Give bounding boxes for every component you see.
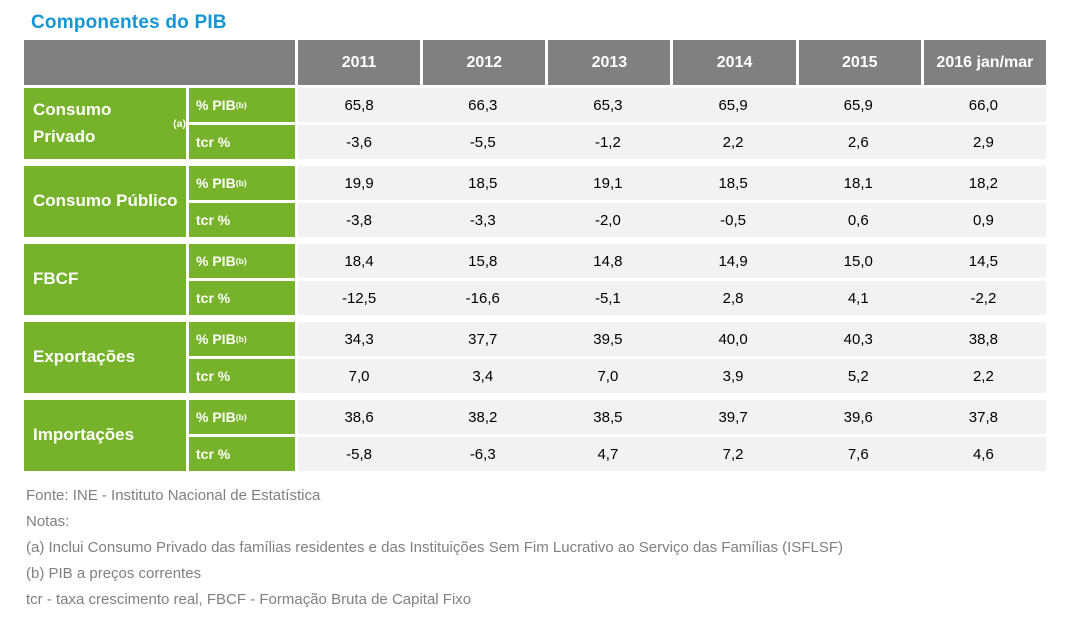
footer-note: (a) Inclui Consumo Privado das famílias …	[26, 539, 843, 556]
metric-label: tcr %	[186, 359, 295, 393]
metric-label: % PIB (b)	[186, 166, 295, 200]
value-cell: 38,6	[295, 400, 421, 434]
year-header: 2011	[295, 40, 421, 85]
value-cell: 18,5	[670, 166, 796, 200]
value-cell: 2,8	[670, 281, 796, 315]
value-cell: 3,4	[420, 359, 546, 393]
value-cell: -6,3	[420, 437, 546, 471]
metric-label: tcr %	[186, 437, 295, 471]
table-row-group: Consumo Público% PIB (b) 19,9 18,5 19,1 18,5 1…	[24, 166, 1046, 237]
table-row-group: Consumo Privado (a)% PIB (b) 65,8 66,3 65,3 65…	[24, 88, 1046, 159]
metric-label: % PIB (b)	[186, 244, 295, 278]
value-cell: 65,9	[670, 88, 796, 122]
group-label: FBCF	[24, 244, 186, 315]
value-cell: 38,2	[420, 400, 546, 434]
value-cell: -2,0	[545, 203, 671, 237]
year-header: 2015	[795, 40, 921, 85]
year-header: 2016 jan/mar	[920, 40, 1046, 85]
value-cell: -12,5	[295, 281, 421, 315]
value-cell: 2,2	[670, 125, 796, 159]
value-cell: 18,1	[795, 166, 921, 200]
value-cell: 40,0	[670, 322, 796, 356]
metric-label: % PIB (b)	[186, 400, 295, 434]
value-cell: 7,2	[670, 437, 796, 471]
value-cell: 65,9	[795, 88, 921, 122]
value-cell: 15,0	[795, 244, 921, 278]
value-cell: 15,8	[420, 244, 546, 278]
value-cell: 7,6	[795, 437, 921, 471]
header-corner-cell	[24, 40, 295, 85]
value-cell: 0,6	[795, 203, 921, 237]
value-cell: -3,3	[420, 203, 546, 237]
value-cell: 2,9	[920, 125, 1046, 159]
group-label: Exportações	[24, 322, 186, 393]
value-cell: 65,3	[545, 88, 671, 122]
value-cell: -16,6	[420, 281, 546, 315]
year-header: 2014	[670, 40, 796, 85]
table-row-group: Importações% PIB (b) 38,6 38,2 38,5 39,7 39,6 3…	[24, 400, 1046, 471]
group-label: Consumo Privado (a)	[24, 88, 186, 159]
value-cell: -1,2	[545, 125, 671, 159]
table-header-row: 2011 2012 2013 2014 2015 2016 jan/mar	[24, 40, 1046, 85]
value-cell: 39,7	[670, 400, 796, 434]
value-cell: -3,6	[295, 125, 421, 159]
value-cell: 66,3	[420, 88, 546, 122]
value-cell: 14,8	[545, 244, 671, 278]
footer-note: tcr - taxa crescimento real, FBCF - Form…	[26, 591, 472, 608]
value-cell: 40,3	[795, 322, 921, 356]
value-cell: 3,9	[670, 359, 796, 393]
pib-components-table: 2011 2012 2013 2014 2015 2016 jan/mar Consumo …	[24, 40, 1046, 471]
metric-label: tcr %	[186, 125, 295, 159]
value-cell: 4,7	[545, 437, 671, 471]
footer-notes: Fonte: INE - Instituto Nacional de Estat…	[26, 483, 1072, 613]
value-cell: 0,9	[920, 203, 1046, 237]
value-cell: 65,8	[295, 88, 421, 122]
value-cell: 37,8	[920, 400, 1046, 434]
value-cell: -5,8	[295, 437, 421, 471]
value-cell: 19,9	[295, 166, 421, 200]
value-cell: 18,4	[295, 244, 421, 278]
value-cell: 37,7	[420, 322, 546, 356]
value-cell: 14,9	[670, 244, 796, 278]
footer-note: Fonte: INE - Instituto Nacional de Estat…	[26, 487, 321, 504]
year-header: 2013	[545, 40, 671, 85]
footer-note: Notas:	[26, 513, 70, 530]
value-cell: 38,8	[920, 322, 1046, 356]
metric-label: % PIB (b)	[186, 88, 295, 122]
table-row-group: FBCF% PIB (b) 18,4 15,8 14,8 14,9 15,0 14,5 tcr …	[24, 244, 1046, 315]
value-cell: 18,5	[420, 166, 546, 200]
group-label: Importações	[24, 400, 186, 471]
value-cell: 14,5	[920, 244, 1046, 278]
metric-label: tcr %	[186, 203, 295, 237]
year-header: 2012	[420, 40, 546, 85]
value-cell: 38,5	[545, 400, 671, 434]
value-cell: 5,2	[795, 359, 921, 393]
value-cell: 7,0	[545, 359, 671, 393]
value-cell: 2,2	[920, 359, 1046, 393]
value-cell: 4,6	[920, 437, 1046, 471]
value-cell: 39,5	[545, 322, 671, 356]
value-cell: 7,0	[295, 359, 421, 393]
value-cell: -5,1	[545, 281, 671, 315]
value-cell: 19,1	[545, 166, 671, 200]
metric-label: % PIB (b)	[186, 322, 295, 356]
value-cell: 39,6	[795, 400, 921, 434]
value-cell: 4,1	[795, 281, 921, 315]
footer-note: (b) PIB a preços correntes	[26, 565, 202, 582]
page-title: Componentes do PIB	[31, 12, 227, 33]
value-cell: -5,5	[420, 125, 546, 159]
value-cell: -3,8	[295, 203, 421, 237]
value-cell: -0,5	[670, 203, 796, 237]
metric-label: tcr %	[186, 281, 295, 315]
value-cell: 2,6	[795, 125, 921, 159]
group-label: Consumo Público	[24, 166, 186, 237]
value-cell: -2,2	[920, 281, 1046, 315]
value-cell: 34,3	[295, 322, 421, 356]
table-row-group: Exportações% PIB (b) 34,3 37,7 39,5 40,0 40,3 3…	[24, 322, 1046, 393]
value-cell: 66,0	[920, 88, 1046, 122]
page: Componentes do PIB 2011 2012 2013 2014 2015 2…	[0, 12, 1072, 623]
value-cell: 18,2	[920, 166, 1046, 200]
